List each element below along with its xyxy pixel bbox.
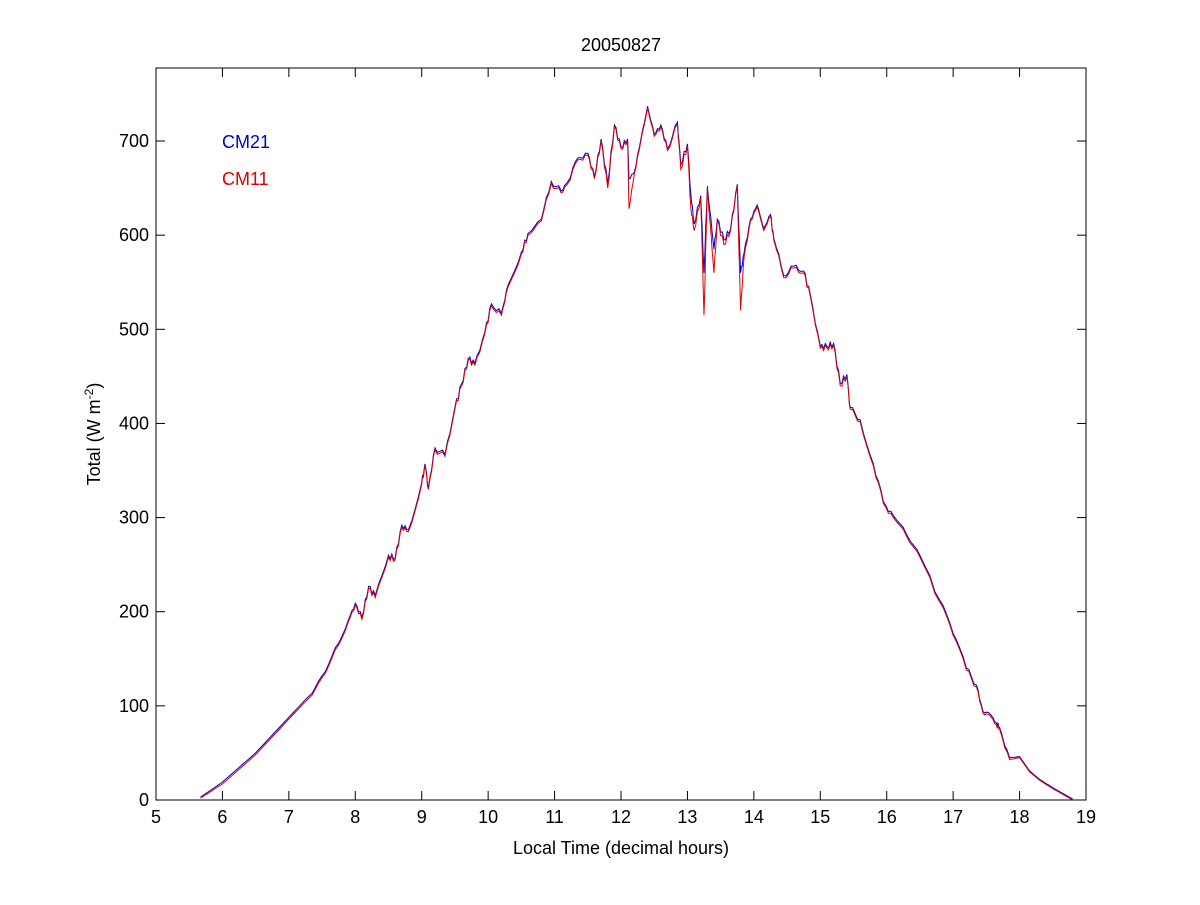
x-tick-label: 14 <box>744 807 764 827</box>
plot-area <box>156 68 1086 800</box>
y-axis-label-sup: -2 <box>82 388 96 399</box>
x-tick-label: 19 <box>1076 807 1096 827</box>
y-axis-label-close: ) <box>84 383 104 389</box>
x-axis: 5 6 7 8 9 10 11 12 13 14 15 16 17 18 19 <box>151 68 1096 827</box>
series-layer <box>200 106 1073 801</box>
x-tick-label: 15 <box>810 807 830 827</box>
y-axis: 0 100 200 300 400 500 600 700 <box>119 131 1086 810</box>
y-tick-label: 200 <box>119 602 149 622</box>
y-tick-label: 100 <box>119 696 149 716</box>
chart-title: 20050827 <box>581 35 661 55</box>
x-tick-label: 9 <box>417 807 427 827</box>
x-tick-label: 8 <box>350 807 360 827</box>
x-tick-label: 11 <box>545 807 564 827</box>
y-axis-label: Total (W m-2) <box>82 383 104 486</box>
series-line-cm11 <box>200 107 1073 801</box>
x-tick-label: 10 <box>478 807 498 827</box>
x-tick-label: 18 <box>1010 807 1030 827</box>
legend-entry-cm11: CM11 <box>222 169 269 189</box>
y-tick-label: 400 <box>119 413 149 433</box>
x-axis-label: Local Time (decimal hours) <box>513 838 729 858</box>
x-tick-label: 7 <box>284 807 294 827</box>
x-tick-label: 5 <box>151 807 161 827</box>
x-tick-label: 6 <box>217 807 227 827</box>
x-tick-label: 13 <box>677 807 697 827</box>
y-tick-label: 500 <box>119 319 149 339</box>
y-tick-label: 300 <box>119 508 149 528</box>
y-tick-label: 700 <box>119 131 149 151</box>
legend-entry-cm21: CM21 <box>222 132 270 152</box>
x-tick-label: 12 <box>611 807 631 827</box>
y-axis-label-main: Total (W m <box>84 399 104 485</box>
x-tick-label: 16 <box>877 807 897 827</box>
x-tick-label: 17 <box>943 807 963 827</box>
y-tick-label: 600 <box>119 225 149 245</box>
y-tick-label: 0 <box>139 790 149 810</box>
